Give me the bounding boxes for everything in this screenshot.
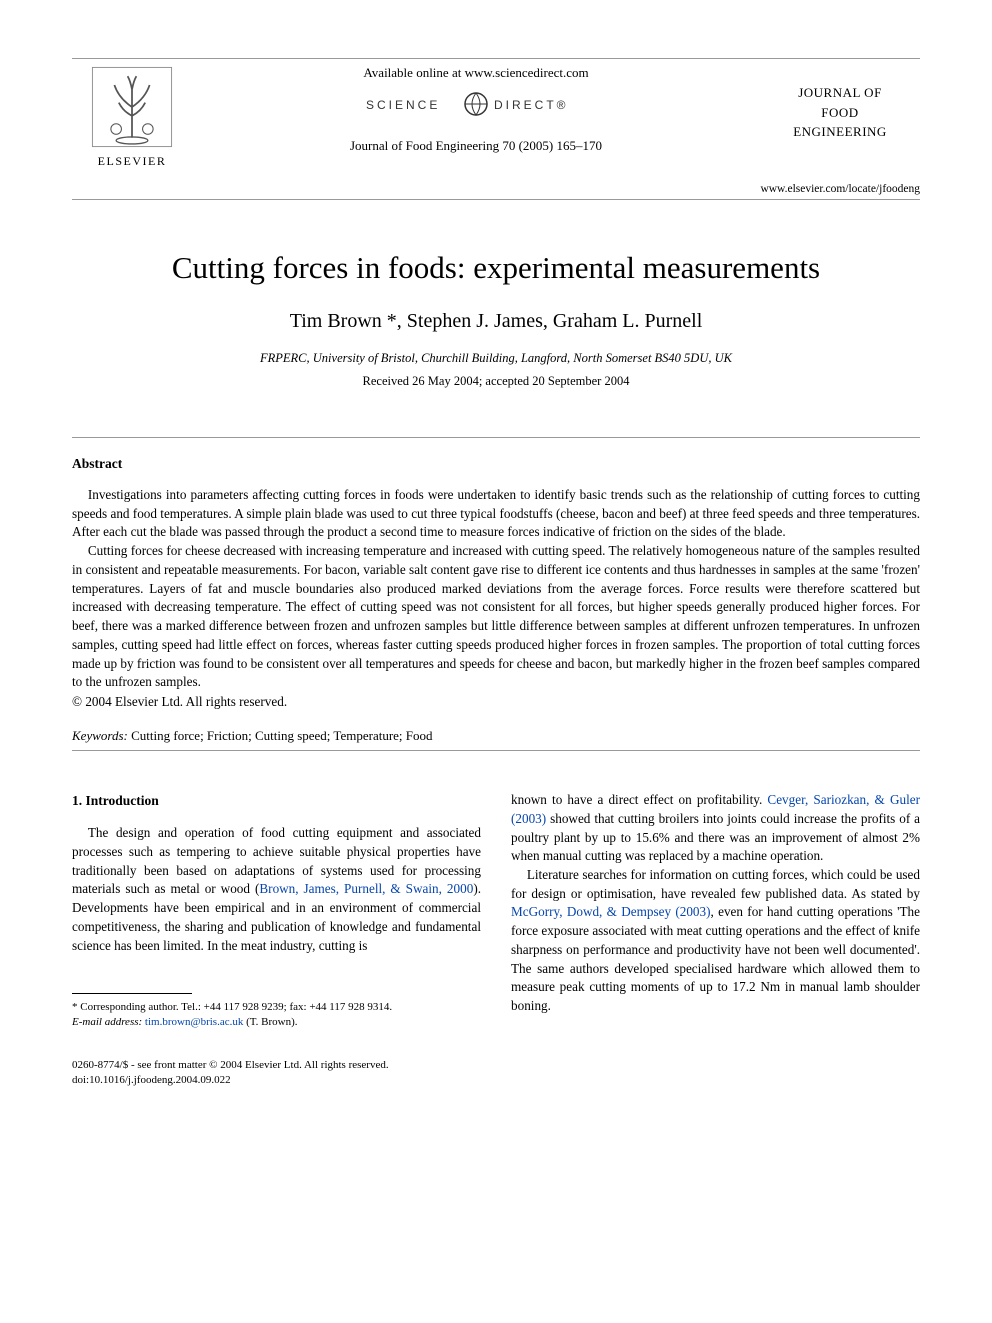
keywords-label: Keywords: xyxy=(72,728,128,743)
intro-heading: 1. Introduction xyxy=(72,791,481,810)
citation-mcgorry-2003[interactable]: McGorry, Dowd, & Dempsey (2003) xyxy=(511,904,711,919)
affiliation: FRPERC, University of Bristol, Churchill… xyxy=(72,351,920,366)
keywords-values: Cutting force; Friction; Cutting speed; … xyxy=(128,728,433,743)
svg-text:DIRECT®: DIRECT® xyxy=(494,98,569,112)
abstract-p1: Investigations into parameters affecting… xyxy=(72,486,920,542)
email-tail: (T. Brown). xyxy=(243,1016,297,1028)
corr-text: * Corresponding author. Tel.: +44 117 92… xyxy=(72,1001,392,1013)
abstract-rule-top xyxy=(72,437,920,438)
authors: Tim Brown *, Stephen J. James, Graham L.… xyxy=(72,310,920,333)
keywords-line: Keywords: Cutting force; Friction; Cutti… xyxy=(72,728,920,744)
right-header: JOURNAL OF FOOD ENGINEERING xyxy=(760,63,920,142)
svg-text:SCIENCE: SCIENCE xyxy=(366,98,440,112)
footnote-rule xyxy=(72,993,192,994)
available-online-text: Available online at www.sciencedirect.co… xyxy=(192,65,760,81)
abstract-rule-bottom xyxy=(72,750,920,751)
col2-p2-b: , even for hand cutting operations 'The … xyxy=(511,904,920,1013)
email-label: E-mail address: xyxy=(72,1016,142,1028)
center-header: Available online at www.sciencedirect.co… xyxy=(192,63,760,154)
journal-name-line1: JOURNAL OF xyxy=(798,85,882,100)
col2-p2: Literature searches for information on c… xyxy=(511,866,920,1016)
issn-line: 0260-8774/$ - see front matter © 2004 El… xyxy=(72,1058,481,1073)
elsevier-tree-icon xyxy=(88,63,176,151)
col2-p2-a: Literature searches for information on c… xyxy=(511,867,920,901)
column-right: known to have a direct effect on profita… xyxy=(511,791,920,1088)
locate-url: www.elsevier.com/locate/jfoodeng xyxy=(72,183,920,195)
col2-p1: known to have a direct effect on profita… xyxy=(511,791,920,866)
col2-p1-b: showed that cutting broilers into joints… xyxy=(511,811,920,863)
elsevier-label: ELSEVIER xyxy=(98,154,167,169)
col2-p1-a: known to have a direct effect on profita… xyxy=(511,792,767,807)
journal-name-line3: ENGINEERING xyxy=(793,124,887,139)
body-columns: 1. Introduction The design and operation… xyxy=(72,791,920,1088)
elsevier-block: ELSEVIER xyxy=(72,63,192,169)
article-title: Cutting forces in foods: experimental me… xyxy=(72,250,920,286)
abstract-p2: Cutting forces for cheese decreased with… xyxy=(72,542,920,692)
copyright-line: © 2004 Elsevier Ltd. All rights reserved… xyxy=(72,694,920,710)
header-rule-bottom xyxy=(72,199,920,200)
column-left: 1. Introduction The design and operation… xyxy=(72,791,481,1088)
header-rule-top xyxy=(72,58,920,59)
email-link[interactable]: tim.brown@bris.ac.uk xyxy=(142,1016,243,1028)
citation-brown-2000[interactable]: Brown, James, Purnell, & Swain, 2000 xyxy=(259,881,473,896)
corresponding-author-footnote: * Corresponding author. Tel.: +44 117 92… xyxy=(72,1000,481,1015)
intro-p1: The design and operation of food cutting… xyxy=(72,824,481,955)
footer-block: 0260-8774/$ - see front matter © 2004 El… xyxy=(72,1058,481,1088)
abstract-heading: Abstract xyxy=(72,456,920,472)
journal-reference: Journal of Food Engineering 70 (2005) 16… xyxy=(192,138,760,154)
received-dates: Received 26 May 2004; accepted 20 Septem… xyxy=(72,374,920,389)
email-footnote: E-mail address: tim.brown@bris.ac.uk (T.… xyxy=(72,1015,481,1030)
sciencedirect-logo: SCIENCE DIRECT® xyxy=(192,91,760,124)
journal-name-line2: FOOD xyxy=(821,105,858,120)
header-row: ELSEVIER Available online at www.science… xyxy=(72,63,920,169)
doi-line: doi:10.1016/j.jfoodeng.2004.09.022 xyxy=(72,1073,481,1088)
journal-name: JOURNAL OF FOOD ENGINEERING xyxy=(760,83,920,142)
